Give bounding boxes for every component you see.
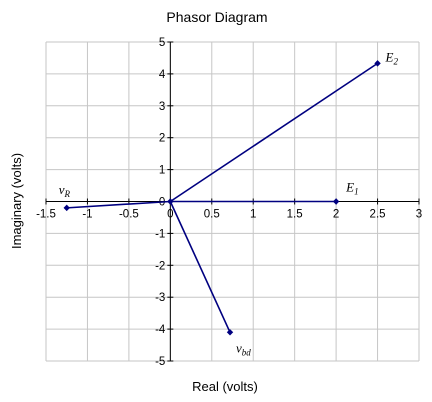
x-tick-label: 0.5: [204, 209, 220, 221]
y-tick-label: -5: [155, 356, 165, 368]
x-tick-label: 1.5: [287, 209, 303, 221]
x-tick-label: 3: [416, 209, 422, 221]
phasor-label-base: E: [345, 180, 354, 195]
phasor-label-subscript: 2: [394, 56, 399, 66]
phasor-line-E2: [169, 62, 378, 203]
phasor-label-subscript: 1: [354, 187, 359, 197]
phasor-marker-E2: [374, 60, 381, 67]
x-tick-label: -1: [82, 209, 92, 221]
y-tick-label: 5: [159, 37, 165, 49]
x-tick-label: 2: [333, 209, 339, 221]
chart-title: Phasor Diagram: [166, 9, 267, 25]
phasor-label-vbd: vbd: [236, 340, 251, 357]
y-tick-label: -1: [155, 228, 165, 240]
y-axis-title: Imaginary (volts): [9, 153, 24, 249]
x-tick-label: -1.5: [36, 209, 56, 221]
y-tick-label: -3: [155, 292, 165, 304]
x-tick-label: 2.5: [370, 209, 386, 221]
x-axis-title: Real (volts): [192, 379, 258, 394]
phasor-label-base: v: [59, 182, 65, 197]
y-tick-label: -2: [155, 260, 165, 272]
phasor-label-E1: E1: [345, 180, 358, 197]
x-tick-label: -0.5: [119, 209, 139, 221]
x-tick-label: 1: [250, 209, 256, 221]
phasor-line-vbd: [169, 201, 231, 333]
phasor-line-vR: [66, 200, 171, 209]
phasor-marker-vR: [63, 204, 70, 212]
y-tick-label: 1: [159, 165, 165, 177]
phasor-marker-vbd: [226, 329, 234, 336]
y-tick-label: 4: [159, 69, 166, 81]
y-tick-label: 3: [159, 101, 165, 113]
phasor-series: [63, 60, 381, 336]
phasor-label-subscript: bd: [242, 347, 252, 357]
y-tick-label: -4: [155, 324, 166, 336]
phasor-label-vR: vR: [59, 182, 71, 199]
x-tick-labels: -1.5 -1 -0.5 0 0.5 1 1.5 2 2.5 3: [36, 209, 422, 221]
phasor-label-subscript: R: [64, 189, 71, 199]
y-tick-label: 2: [159, 133, 165, 145]
phasor-marker-E1: [332, 198, 340, 205]
grid-lines: [45, 41, 420, 362]
origin-marker: [167, 198, 174, 205]
phasor-label-base: E: [385, 49, 394, 64]
phasor-label-E2: E2: [385, 49, 399, 66]
phasor-label-base: v: [236, 340, 242, 355]
x-tick-label: 0: [167, 209, 173, 221]
